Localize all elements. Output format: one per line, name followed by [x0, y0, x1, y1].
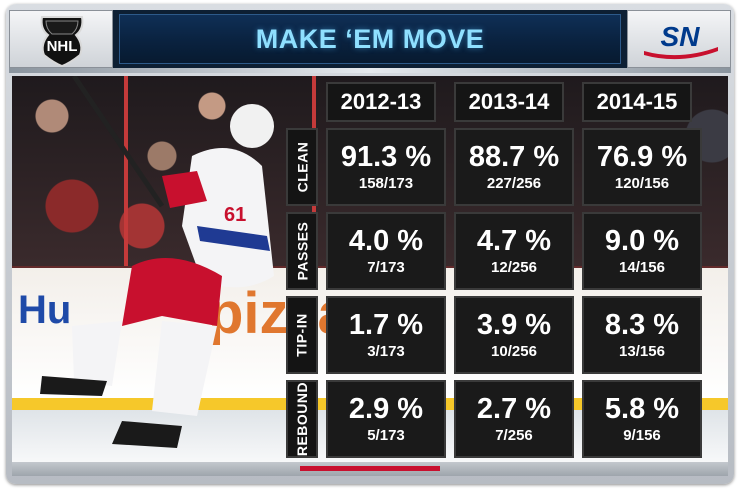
table-cell: 9.0 % 14/156 [582, 212, 702, 290]
cell-fraction: 158/173 [358, 175, 414, 192]
row-label-text: REBOUND [294, 381, 310, 457]
player-leg [152, 321, 217, 416]
column-header-2014-15: 2014-15 [582, 82, 692, 122]
bottom-red-accent [300, 466, 440, 471]
row-label-text: TIP-IN [294, 313, 311, 357]
table-cell: 2.9 % 5/173 [326, 380, 446, 458]
table-cell: 2.7 % 7/256 [454, 380, 574, 458]
cell-percentage: 2.9 % [348, 393, 424, 425]
cell-fraction: 227/256 [486, 175, 542, 192]
nhl-logo-text: NHL [47, 38, 78, 55]
cell-fraction: 7/173 [367, 259, 405, 276]
cell-fraction: 5/173 [367, 427, 405, 444]
cell-fraction: 12/256 [491, 259, 537, 276]
sn-logo: SN [627, 10, 731, 68]
cell-percentage: 2.7 % [476, 393, 552, 425]
header-bar: NHL MAKE ‘EM MOVE SN [9, 10, 731, 68]
player-jersey [182, 148, 274, 288]
cell-fraction: 120/156 [614, 175, 670, 192]
cell-fraction: 7/256 [495, 427, 533, 444]
cell-percentage: 1.7 % [348, 309, 424, 341]
row-label-clean: CLEAN [286, 128, 318, 206]
row-label-tip-in: TIP-IN [286, 296, 318, 374]
table-cell: 3.9 % 10/256 [454, 296, 574, 374]
nhl-shield-icon: NHL [40, 16, 84, 68]
row-label-text: PASSES [294, 221, 311, 281]
player-skate [40, 376, 107, 396]
header-accent-line [9, 68, 731, 73]
sn-logo-text: SN [661, 21, 701, 52]
player-helmet [230, 104, 274, 148]
cell-percentage: 76.9 % [596, 141, 688, 173]
row-label-passes: PASSES [286, 212, 318, 290]
table-cell: 88.7 % 227/256 [454, 128, 574, 206]
cell-fraction: 10/256 [491, 343, 537, 360]
glass-post [124, 76, 128, 266]
jersey-number: 61 [224, 204, 246, 226]
title-bar: MAKE ‘EM MOVE [119, 14, 621, 64]
table-cell: 76.9 % 120/156 [582, 128, 702, 206]
cell-percentage: 88.7 % [468, 141, 560, 173]
board-ad-text: Hu [18, 288, 72, 332]
row-label-rebound: REBOUND [286, 380, 318, 458]
cell-percentage: 91.3 % [340, 141, 432, 173]
player-glove [162, 171, 207, 208]
cell-percentage: 9.0 % [604, 225, 680, 257]
table-cell: 8.3 % 13/156 [582, 296, 702, 374]
cell-percentage: 4.0 % [348, 225, 424, 257]
row-label-text: CLEAN [294, 141, 311, 193]
cell-percentage: 5.8 % [604, 393, 680, 425]
table-cell: 91.3 % 158/173 [326, 128, 446, 206]
cell-fraction: 9/156 [623, 427, 661, 444]
hockey-stick [71, 76, 165, 208]
cell-fraction: 13/156 [619, 343, 665, 360]
cell-percentage: 4.7 % [476, 225, 552, 257]
table-cell: 5.8 % 9/156 [582, 380, 702, 458]
column-header-2013-14: 2013-14 [454, 82, 564, 122]
table-cell: 4.0 % 7/173 [326, 212, 446, 290]
table-cell: 4.7 % 12/256 [454, 212, 574, 290]
column-header-2012-13: 2012-13 [326, 82, 436, 122]
nhl-logo: NHL [9, 10, 113, 68]
player-photo: 61 [40, 76, 274, 448]
cell-fraction: 14/156 [619, 259, 665, 276]
cell-percentage: 3.9 % [476, 309, 552, 341]
cell-fraction: 3/173 [367, 343, 405, 360]
player-pants [122, 258, 222, 326]
jersey-stripe [197, 226, 270, 251]
player-leg [72, 321, 122, 386]
graphic-title: MAKE ‘EM MOVE [255, 23, 485, 54]
cell-percentage: 8.3 % [604, 309, 680, 341]
player-skate [112, 421, 182, 448]
table-cell: 1.7 % 3/173 [326, 296, 446, 374]
sportsnet-logo-icon: SN [644, 21, 718, 60]
